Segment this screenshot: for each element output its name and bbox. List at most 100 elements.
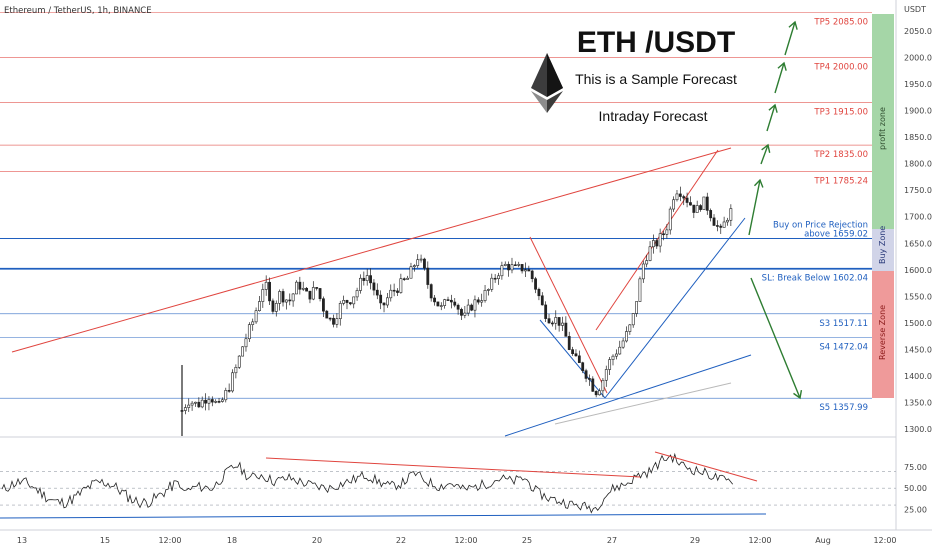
candle-up bbox=[406, 277, 410, 280]
candle-down bbox=[689, 202, 692, 206]
candle-down bbox=[470, 304, 473, 311]
forecast-arrow-2 bbox=[760, 144, 769, 165]
candle-down bbox=[396, 290, 399, 293]
candle-down bbox=[712, 217, 716, 226]
forecast-arrow-4 bbox=[774, 62, 785, 94]
candle-down bbox=[288, 299, 292, 302]
candle-down bbox=[227, 390, 231, 392]
candle-down bbox=[328, 317, 332, 320]
price-tick-label: 1400.00 bbox=[904, 372, 932, 381]
candle-down bbox=[308, 290, 312, 300]
price-tick-label: 1850.00 bbox=[904, 133, 932, 142]
rsi-divergence-line-2 bbox=[654, 451, 758, 482]
candle-down bbox=[217, 401, 221, 403]
candle-down bbox=[204, 399, 207, 404]
forecast-arrow-3-head bbox=[768, 103, 778, 113]
time-tick-label: 22 bbox=[396, 536, 406, 545]
level-label-sl: SL: Break Below 1602.04 bbox=[762, 274, 868, 284]
level-label-tp5: TP5 2085.00 bbox=[813, 17, 868, 27]
symbol-header: Ethereum / TetherUS, 1h, BINANCE bbox=[4, 6, 152, 16]
candle-up bbox=[497, 275, 500, 280]
candle-down bbox=[564, 322, 568, 337]
price-tick-label: 1300.00 bbox=[904, 425, 932, 434]
candle-up bbox=[365, 275, 369, 281]
forecast-arrow-4-head bbox=[777, 61, 787, 71]
level-label-buy: Buy on Price Rejection bbox=[773, 220, 868, 230]
candle-down bbox=[369, 275, 372, 284]
candle-up bbox=[214, 401, 218, 403]
candle-down bbox=[588, 378, 591, 380]
forecast-arrow-1-head bbox=[753, 178, 764, 188]
candle-up bbox=[291, 293, 295, 302]
candle-down bbox=[534, 278, 537, 290]
candle-down bbox=[436, 301, 440, 307]
candles bbox=[180, 186, 733, 436]
candle-down bbox=[507, 263, 511, 271]
candle-up bbox=[274, 303, 278, 312]
candle-down bbox=[379, 294, 383, 304]
time-tick-label: 29 bbox=[690, 536, 700, 545]
candle-up bbox=[604, 369, 608, 381]
candle-up bbox=[490, 277, 494, 290]
candle-down bbox=[426, 267, 430, 285]
time-tick-label: 15 bbox=[100, 536, 110, 545]
candle-down bbox=[446, 299, 450, 301]
candle-down bbox=[547, 318, 551, 324]
rsi-pane bbox=[0, 451, 896, 519]
rsi-divergence-line-1 bbox=[265, 457, 641, 478]
forecast-arrow-down-head bbox=[793, 390, 803, 400]
candle-down bbox=[453, 301, 457, 306]
candle-up bbox=[652, 240, 655, 248]
candle-down bbox=[305, 287, 308, 292]
level-label-tp4: TP4 2000.00 bbox=[813, 63, 868, 73]
candle-up bbox=[200, 399, 204, 408]
panel-subtitle: This is a Sample Forecast bbox=[575, 71, 737, 87]
price-tick-label: 1650.00 bbox=[904, 239, 932, 248]
candle-down bbox=[577, 355, 581, 363]
candle-up bbox=[554, 317, 558, 324]
candle-down bbox=[392, 289, 396, 292]
forecast-arrow-down bbox=[750, 277, 801, 399]
time-tick-label: 12:00 bbox=[158, 536, 181, 545]
candle-down bbox=[699, 205, 702, 210]
candle-down bbox=[362, 277, 366, 281]
candle-up bbox=[194, 401, 197, 404]
candle-up bbox=[338, 303, 342, 319]
candle-down bbox=[271, 300, 275, 312]
candle-down bbox=[375, 289, 379, 296]
candle-up bbox=[254, 310, 258, 323]
candle-up bbox=[665, 229, 669, 235]
profit-zone-label: profit zone bbox=[878, 107, 887, 150]
support-trend-line bbox=[504, 354, 752, 437]
candle-up bbox=[284, 299, 288, 303]
profit-zone bbox=[872, 14, 894, 229]
candle-down bbox=[715, 225, 719, 227]
candle-down bbox=[210, 399, 214, 403]
ethereum-logo-icon bbox=[531, 53, 563, 113]
candle-up bbox=[416, 259, 420, 266]
candle-up bbox=[237, 355, 241, 368]
candle-up bbox=[207, 399, 211, 404]
price-tick-label: 1800.00 bbox=[904, 160, 932, 169]
candle-up bbox=[224, 390, 228, 401]
time-tick-label: 25 bbox=[522, 536, 532, 545]
candle-down bbox=[493, 277, 497, 280]
candle-down bbox=[322, 298, 325, 312]
price-tick-label: 1350.00 bbox=[904, 398, 932, 407]
price-axis-unit: USDT bbox=[904, 5, 926, 14]
candle-up bbox=[726, 219, 729, 223]
candle-up bbox=[628, 324, 632, 332]
candle-up bbox=[601, 379, 605, 392]
candle-up bbox=[443, 299, 447, 306]
candle-up bbox=[524, 269, 527, 272]
candle-up bbox=[264, 281, 268, 290]
candle-up bbox=[278, 291, 282, 304]
candle-down bbox=[197, 401, 201, 408]
candle-up bbox=[439, 305, 443, 307]
candle-up bbox=[409, 266, 413, 279]
candle-up bbox=[561, 322, 564, 326]
candle-down bbox=[348, 302, 352, 305]
candle-up bbox=[608, 359, 612, 370]
candle-up bbox=[675, 193, 679, 201]
